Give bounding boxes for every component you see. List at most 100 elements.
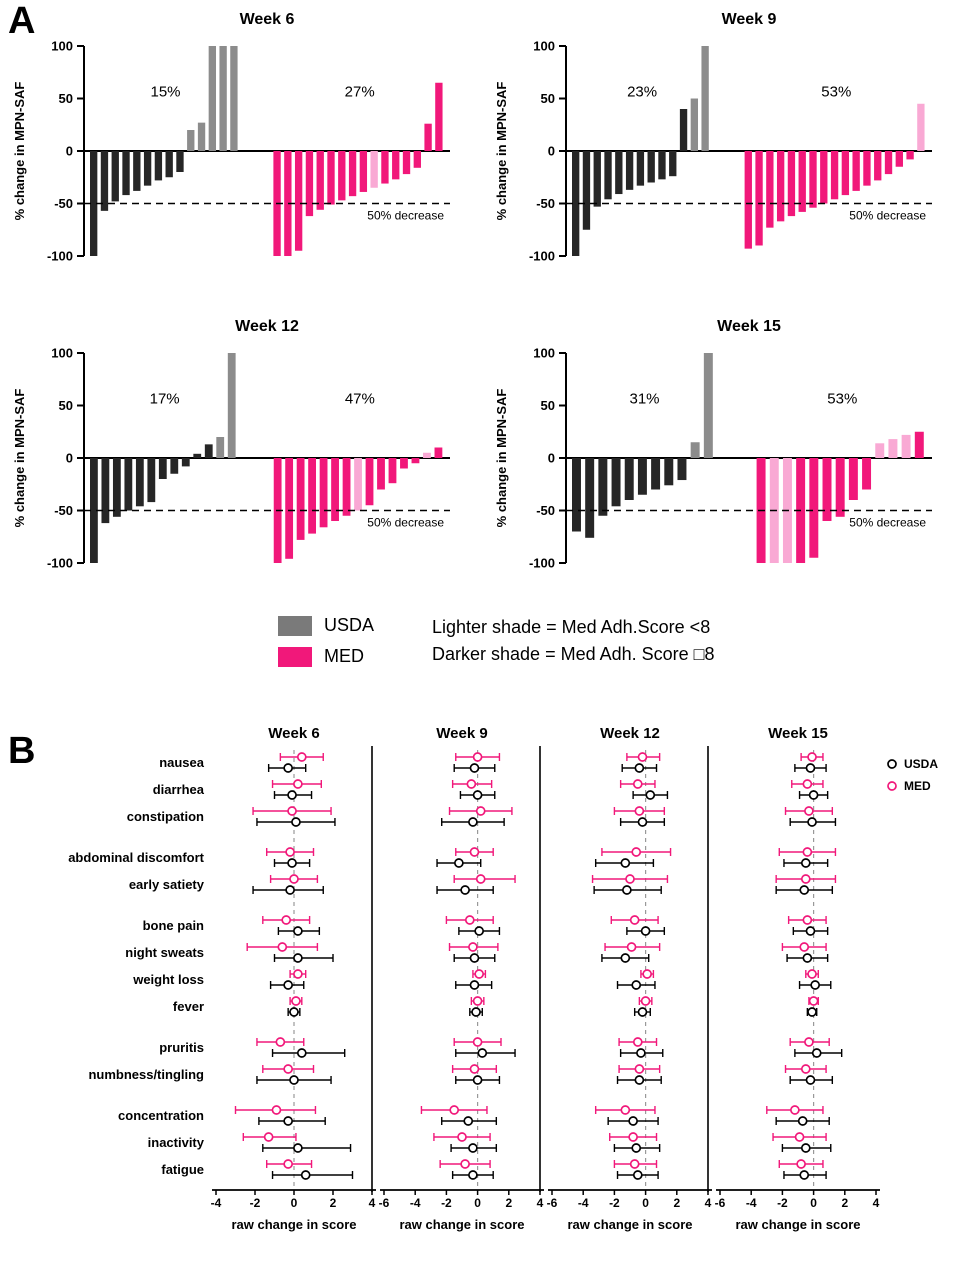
waterfall-chart-week-15: Week 15 -100 -50 0 50 100 % change in MPN-SAF 5…	[494, 318, 932, 571]
svg-text:diarrhea: diarrhea	[153, 782, 205, 797]
svg-text:0: 0	[810, 1196, 817, 1210]
svg-text:% change in MPN-SAF: % change in MPN-SAF	[12, 389, 27, 528]
lighter-shade-note: Lighter shade = Med Adh.Score <8	[432, 617, 711, 637]
svg-text:47%: 47%	[345, 390, 375, 407]
svg-text:constipation: constipation	[127, 809, 204, 824]
svg-text:0: 0	[474, 1196, 481, 1210]
svg-text:raw change in score: raw change in score	[736, 1217, 861, 1232]
svg-text:-100: -100	[47, 249, 73, 264]
svg-text:50: 50	[59, 398, 73, 413]
svg-text:-2: -2	[441, 1196, 452, 1210]
svg-text:4: 4	[537, 1196, 544, 1210]
svg-text:-100: -100	[529, 556, 555, 571]
svg-text:0: 0	[548, 144, 555, 159]
panel-b: B Week 6 -4 -2 0 2 4 raw change in score Week 9…	[0, 714, 971, 1250]
svg-text:15%: 15%	[150, 83, 180, 100]
waterfall-chart-week-6: Week 6 -100 -50 0 50 100 % change in MPN-SAF 50…	[12, 11, 450, 264]
svg-text:2: 2	[505, 1196, 512, 1210]
svg-text:-100: -100	[47, 556, 73, 571]
svg-text:night sweats: night sweats	[125, 945, 204, 960]
svg-text:-2: -2	[777, 1196, 788, 1210]
svg-text:MED: MED	[904, 779, 931, 793]
svg-text:50% decrease: 50% decrease	[367, 209, 444, 223]
svg-text:0: 0	[66, 451, 73, 466]
svg-text:-6: -6	[379, 1196, 390, 1210]
svg-text:Week 6: Week 6	[268, 725, 319, 742]
svg-text:50% decrease: 50% decrease	[849, 209, 926, 223]
svg-text:31%: 31%	[630, 390, 660, 407]
svg-text:concentration: concentration	[118, 1108, 204, 1123]
svg-text:USDA: USDA	[904, 757, 938, 771]
svg-text:% change in MPN-SAF: % change in MPN-SAF	[12, 82, 27, 221]
svg-text:50: 50	[541, 91, 555, 106]
svg-text:-50: -50	[536, 503, 555, 518]
svg-text:0: 0	[642, 1196, 649, 1210]
svg-text:Week 6: Week 6	[240, 11, 295, 28]
svg-text:-2: -2	[250, 1196, 261, 1210]
svg-text:100: 100	[533, 346, 555, 361]
svg-text:50% decrease: 50% decrease	[367, 516, 444, 530]
panel-a: A Week 6 -100 -50 0 50 100 % change in MPN-SAF…	[8, 0, 971, 668]
svg-text:abdominal discomfort: abdominal discomfort	[68, 850, 204, 865]
svg-text:-4: -4	[410, 1196, 421, 1210]
svg-text:-2: -2	[609, 1196, 620, 1210]
svg-text:27%: 27%	[345, 83, 375, 100]
usda-color-swatch	[278, 615, 312, 636]
svg-text:Week 9: Week 9	[722, 11, 777, 28]
svg-text:53%: 53%	[821, 83, 851, 100]
figure: A Week 6 -100 -50 0 50 100 % change in MPN-SAF…	[0, 0, 971, 1250]
svg-text:Week 12: Week 12	[235, 318, 299, 335]
svg-text:4: 4	[705, 1196, 712, 1210]
svg-text:-6: -6	[715, 1196, 726, 1210]
svg-text:bone pain: bone pain	[143, 918, 204, 933]
svg-text:0: 0	[291, 1196, 298, 1210]
svg-text:4: 4	[369, 1196, 376, 1210]
svg-text:pruritis: pruritis	[159, 1040, 204, 1055]
svg-text:17%: 17%	[150, 390, 180, 407]
forest-plot-container: Week 6 -4 -2 0 2 4 raw change in score Week 9 -6…	[0, 714, 971, 1250]
svg-text:50: 50	[541, 398, 555, 413]
svg-text:Week 12: Week 12	[600, 725, 660, 742]
shade-notes: Lighter shade = Med Adh.Score <8 Darker …	[432, 614, 715, 668]
panel-a-label: A	[8, 0, 36, 42]
panel-b-label: B	[8, 730, 36, 772]
svg-text:2: 2	[673, 1196, 680, 1210]
svg-text:nausea: nausea	[159, 755, 205, 770]
legend-row-usda: USDA	[278, 615, 374, 636]
svg-text:Week 15: Week 15	[717, 318, 781, 335]
usda-marker-icon	[887, 759, 897, 769]
svg-text:early satiety: early satiety	[129, 877, 205, 892]
med-marker-icon	[887, 781, 897, 791]
svg-text:-4: -4	[211, 1196, 222, 1210]
svg-text:23%: 23%	[627, 83, 657, 100]
svg-text:100: 100	[533, 39, 555, 54]
group-legend: USDA MED	[278, 615, 374, 667]
svg-text:raw change in score: raw change in score	[400, 1217, 525, 1232]
med-legend-label: MED	[324, 646, 364, 666]
svg-text:-50: -50	[536, 196, 555, 211]
svg-text:0: 0	[66, 144, 73, 159]
svg-text:-50: -50	[54, 196, 73, 211]
legend-row-med: MED	[278, 646, 374, 667]
svg-text:50: 50	[59, 91, 73, 106]
svg-text:4: 4	[873, 1196, 880, 1210]
svg-text:fever: fever	[173, 999, 204, 1014]
svg-text:-100: -100	[529, 249, 555, 264]
svg-text:-6: -6	[547, 1196, 558, 1210]
svg-text:100: 100	[51, 39, 73, 54]
svg-text:Week 9: Week 9	[436, 725, 487, 742]
svg-text:Week 15: Week 15	[768, 725, 828, 742]
svg-text:% change in MPN-SAF: % change in MPN-SAF	[494, 82, 509, 221]
svg-text:raw change in score: raw change in score	[568, 1217, 693, 1232]
svg-text:0: 0	[548, 451, 555, 466]
svg-text:100: 100	[51, 346, 73, 361]
svg-text:2: 2	[330, 1196, 337, 1210]
med-color-swatch	[278, 646, 312, 667]
forest-plot-chart: Week 6 -4 -2 0 2 4 raw change in score Week 9 -6…	[68, 725, 938, 1232]
svg-text:-50: -50	[54, 503, 73, 518]
panel-a-legend: USDA MED Lighter shade = Med Adh.Score <…	[278, 614, 971, 668]
svg-text:fatigue: fatigue	[161, 1162, 204, 1177]
svg-text:weight loss: weight loss	[132, 972, 204, 987]
usda-legend-label: USDA	[324, 615, 375, 635]
svg-text:-4: -4	[578, 1196, 589, 1210]
